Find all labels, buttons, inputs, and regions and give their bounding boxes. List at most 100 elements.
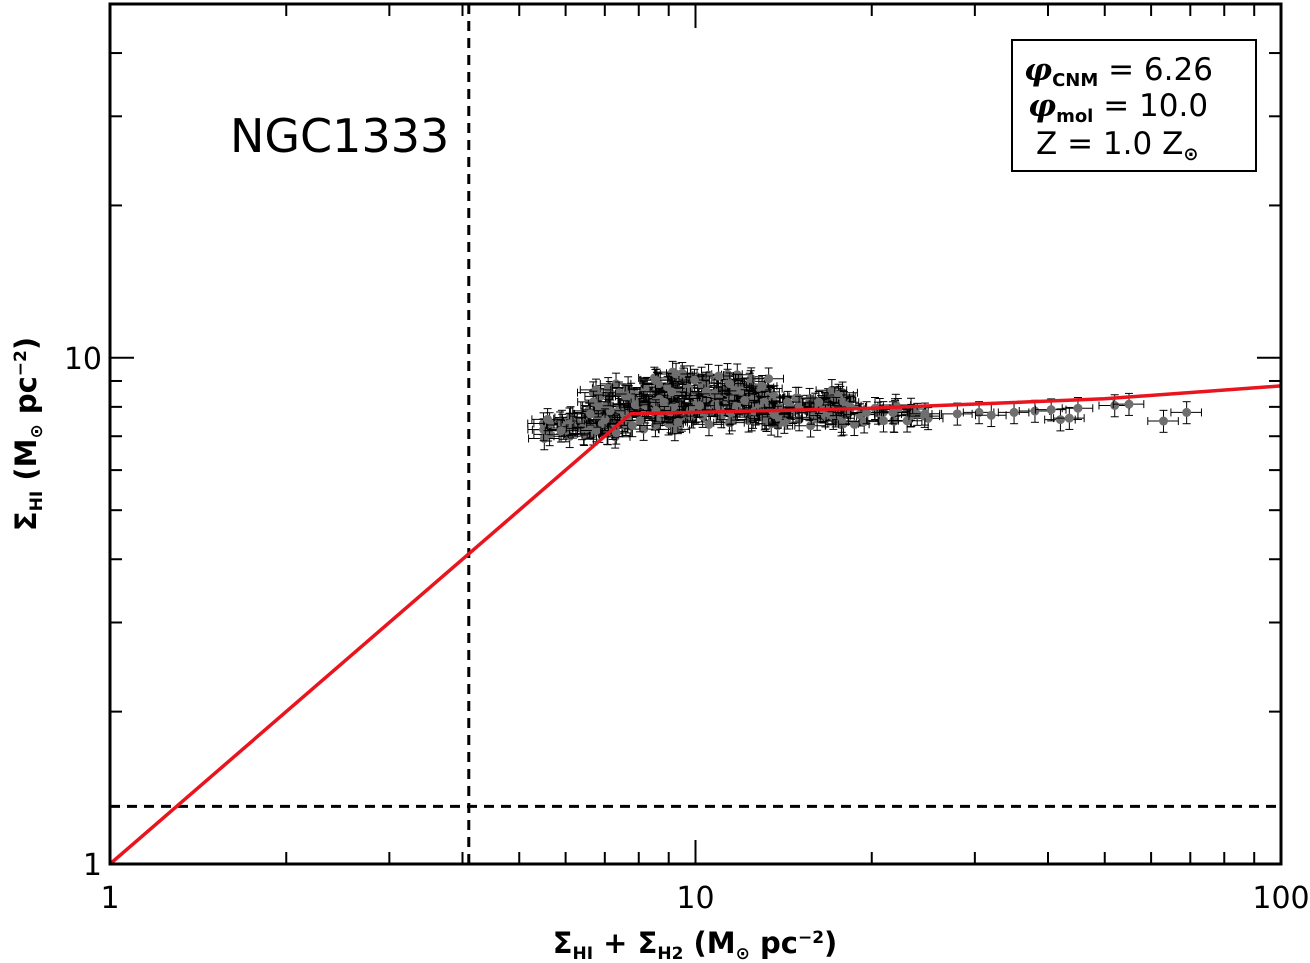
point-marker bbox=[1009, 407, 1019, 417]
data-point bbox=[661, 411, 694, 435]
data-point bbox=[1061, 397, 1094, 421]
data-point bbox=[614, 382, 647, 406]
data-point bbox=[802, 390, 835, 414]
x-tick-label: 1 bbox=[100, 881, 119, 916]
legend: φCNM = 6.26 φmol = 10.0 Z = 1.0 Z⊙ bbox=[1011, 39, 1257, 172]
point-marker bbox=[722, 369, 732, 379]
y-tick-label: 10 bbox=[64, 342, 102, 377]
point-marker bbox=[556, 426, 566, 436]
point-marker bbox=[690, 375, 700, 385]
data-point bbox=[702, 364, 734, 388]
data-point bbox=[825, 409, 858, 433]
point-marker bbox=[695, 401, 705, 411]
point-marker bbox=[1110, 400, 1120, 410]
legend-line-1-symbol: φ bbox=[1024, 52, 1052, 88]
legend-line-2-symbol: φ bbox=[1028, 88, 1056, 124]
data-point bbox=[639, 368, 671, 392]
point-marker bbox=[862, 407, 872, 417]
y-tick-label: 1 bbox=[83, 848, 102, 883]
point-marker bbox=[568, 422, 578, 432]
legend-line-3-symbol: Z bbox=[1036, 126, 1057, 162]
data-point bbox=[531, 408, 563, 432]
point-marker bbox=[1046, 405, 1056, 415]
point-marker bbox=[837, 416, 847, 426]
point-marker bbox=[736, 386, 746, 396]
point-marker bbox=[714, 371, 724, 381]
legend-line-1-value: = 6.26 bbox=[1098, 52, 1213, 88]
x-tick-label: 100 bbox=[1252, 881, 1309, 916]
point-marker bbox=[986, 410, 996, 420]
point-marker bbox=[1073, 403, 1083, 413]
tick-labels: 1 10 100 1 10 bbox=[64, 342, 1310, 916]
point-marker bbox=[783, 397, 793, 407]
point-marker bbox=[635, 416, 645, 426]
point-marker bbox=[952, 409, 962, 419]
point-marker bbox=[806, 421, 816, 431]
point-marker bbox=[1182, 407, 1192, 417]
point-marker bbox=[805, 394, 815, 404]
x-tick-label: 10 bbox=[676, 881, 714, 916]
data-point bbox=[815, 379, 848, 403]
legend-line-3: Z = 1.0 Z⊙ bbox=[1036, 126, 1198, 165]
point-marker bbox=[605, 406, 615, 416]
data-point bbox=[577, 390, 609, 414]
point-marker bbox=[879, 416, 889, 426]
point-marker bbox=[543, 414, 553, 424]
data-point bbox=[1053, 406, 1085, 430]
point-marker bbox=[746, 374, 756, 384]
point-marker bbox=[591, 425, 601, 435]
point-marker bbox=[820, 411, 830, 421]
data-point bbox=[809, 404, 841, 428]
scatter-layer bbox=[527, 360, 1202, 451]
data-point bbox=[1170, 401, 1202, 425]
reference-lines bbox=[110, 4, 1281, 864]
legend-line-2: φmol = 10.0 bbox=[1028, 88, 1208, 127]
point-marker bbox=[769, 410, 779, 420]
point-marker bbox=[659, 397, 669, 407]
data-point bbox=[692, 413, 725, 437]
model-curve bbox=[108, 384, 1282, 866]
point-marker bbox=[814, 397, 824, 407]
point-marker bbox=[779, 417, 789, 427]
data-point bbox=[1044, 408, 1076, 432]
point-marker bbox=[769, 391, 779, 401]
plot-frame bbox=[108, 2, 1283, 866]
data-point bbox=[683, 394, 715, 418]
point-marker bbox=[902, 416, 912, 426]
point-marker bbox=[974, 407, 984, 417]
data-point bbox=[908, 402, 941, 426]
data-point bbox=[941, 402, 973, 426]
point-marker bbox=[671, 369, 681, 379]
legend-line-3-sun: ⊙ bbox=[1183, 144, 1198, 165]
point-marker bbox=[588, 397, 598, 407]
data-point bbox=[876, 401, 909, 425]
point-marker bbox=[591, 385, 601, 395]
point-marker bbox=[849, 419, 859, 429]
data-point bbox=[678, 368, 710, 392]
point-marker bbox=[651, 375, 661, 385]
annotation-ngc1333: NGC1333 bbox=[230, 109, 449, 163]
point-marker bbox=[888, 408, 898, 418]
point-marker bbox=[539, 433, 549, 443]
point-marker bbox=[1124, 399, 1134, 409]
point-marker bbox=[725, 379, 735, 389]
data-point bbox=[745, 374, 778, 398]
data-point bbox=[655, 380, 688, 404]
legend-box bbox=[1011, 39, 1257, 172]
model-curve-line bbox=[108, 384, 1282, 866]
point-marker bbox=[760, 397, 770, 407]
legend-line-1: φCNM = 6.26 bbox=[1024, 52, 1213, 91]
point-marker bbox=[585, 409, 595, 419]
point-marker bbox=[1064, 413, 1074, 423]
x-axis-title: ΣHI + ΣH2 (M⊙ pc−2) bbox=[553, 926, 838, 963]
point-marker bbox=[611, 428, 621, 438]
point-marker bbox=[740, 395, 750, 405]
y-axis-title: ΣHI (M⊙ pc−2) bbox=[9, 337, 47, 531]
legend-line-1-sub: CNM bbox=[1052, 70, 1098, 91]
legend-line-2-value: = 10.0 bbox=[1093, 88, 1208, 124]
point-marker bbox=[920, 409, 930, 419]
point-marker bbox=[673, 417, 683, 427]
point-marker bbox=[764, 374, 774, 384]
data-point bbox=[574, 402, 606, 426]
